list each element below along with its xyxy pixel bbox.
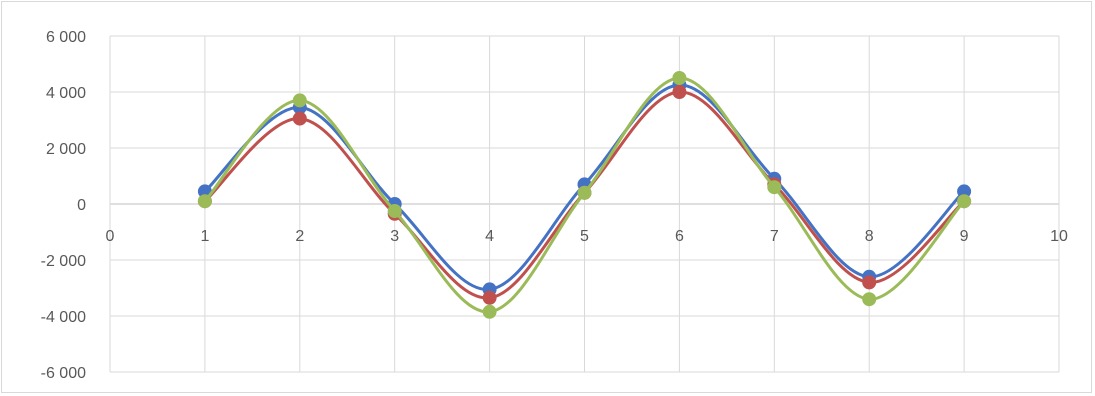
x-tick-label: 10 [1050, 228, 1068, 245]
data-point [767, 180, 782, 195]
data-point [387, 204, 402, 218]
x-tick-label: 3 [390, 228, 399, 245]
data-point [862, 275, 877, 290]
x-tick-label: 7 [770, 228, 779, 245]
data-point [197, 194, 212, 209]
x-tick-label: 5 [580, 228, 589, 245]
x-tick-label: 6 [675, 228, 684, 245]
x-tick-label: 2 [295, 228, 304, 245]
x-tick-label: 0 [106, 228, 115, 245]
x-tick-label: 8 [865, 228, 874, 245]
y-tick-label: 4 000 [46, 85, 86, 102]
y-tick-label: -4 000 [41, 309, 86, 326]
x-tick-label: 4 [485, 228, 494, 245]
y-tick-label: 0 [77, 197, 86, 214]
data-point [577, 185, 592, 200]
y-tick-label: -6 000 [41, 365, 86, 382]
data-point [482, 290, 497, 305]
x-tick-label: 9 [960, 228, 969, 245]
y-axis-tick-labels: 6 000 4 000 2 000 0 -2 000 -4 000 -6 000 [41, 29, 86, 382]
x-tick-label: 1 [200, 228, 209, 245]
data-point [672, 71, 687, 85]
y-tick-label: 2 000 [46, 141, 86, 158]
data-point [957, 184, 972, 199]
data-point [957, 194, 972, 209]
y-tick-label: -2 000 [41, 253, 86, 270]
data-point [292, 93, 307, 108]
data-point [482, 304, 497, 319]
data-point [862, 292, 877, 307]
data-point [292, 111, 307, 126]
series-3 [197, 71, 972, 319]
data-point [672, 85, 687, 99]
data-series [197, 71, 972, 319]
x-axis-tick-labels: 0 1 2 3 4 5 6 7 8 9 10 [106, 228, 1068, 245]
y-tick-label: 6 000 [46, 29, 86, 46]
gridlines [109, 35, 1060, 373]
